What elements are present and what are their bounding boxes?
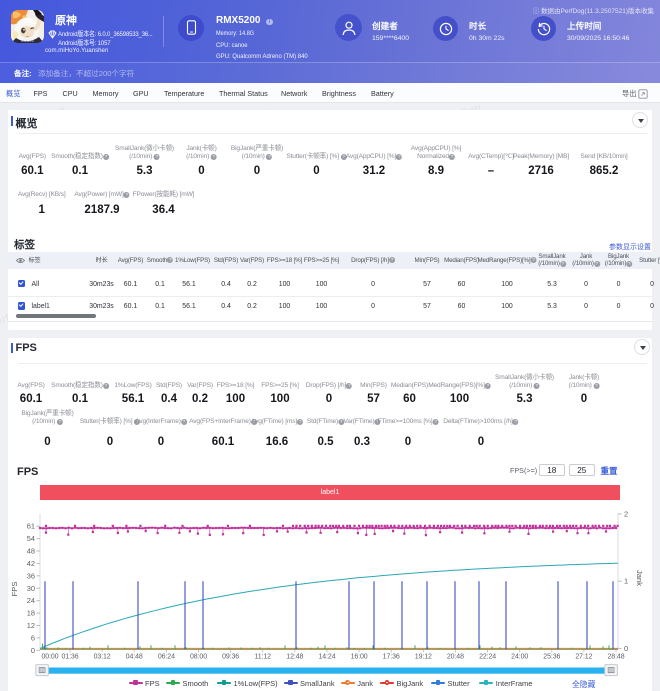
- svg-text:16:00: 16:00: [351, 654, 368, 661]
- svg-text:17:36: 17:36: [383, 654, 400, 661]
- svg-text:54: 54: [27, 534, 35, 543]
- svg-text:01:36: 01:36: [61, 654, 78, 661]
- svg-text:24: 24: [27, 596, 35, 605]
- svg-text:22:24: 22:24: [479, 654, 496, 661]
- svg-text:00:00: 00:00: [42, 654, 59, 661]
- svg-text:11:12: 11:12: [254, 654, 271, 661]
- svg-text:12: 12: [27, 621, 35, 630]
- svg-text:30: 30: [27, 584, 35, 593]
- svg-text:28:48: 28:48: [607, 654, 624, 661]
- svg-text:48: 48: [27, 547, 35, 556]
- svg-text:1: 1: [624, 577, 628, 586]
- svg-text:12:48: 12:48: [286, 654, 303, 661]
- svg-text:27:12: 27:12: [575, 654, 592, 661]
- svg-text:19:12: 19:12: [415, 654, 432, 661]
- svg-text:06:24: 06:24: [158, 654, 175, 661]
- svg-text:FPS: FPS: [10, 582, 19, 597]
- svg-text:25:36: 25:36: [543, 654, 560, 661]
- svg-text:36: 36: [27, 571, 35, 580]
- svg-text:61: 61: [27, 522, 35, 531]
- svg-text:42: 42: [27, 559, 35, 568]
- svg-text:0: 0: [31, 646, 35, 655]
- svg-text:24:00: 24:00: [511, 654, 528, 661]
- svg-text:04:48: 04:48: [126, 654, 143, 661]
- svg-text:03:12: 03:12: [94, 654, 111, 661]
- svg-text:6: 6: [31, 633, 35, 642]
- svg-text:Jank: Jank: [635, 570, 644, 586]
- svg-text:14:24: 14:24: [318, 654, 335, 661]
- svg-text:miHoYo: miHoYo: [21, 39, 33, 43]
- svg-text:18: 18: [27, 609, 35, 618]
- svg-text:08:00: 08:00: [190, 654, 207, 661]
- svg-text:20:48: 20:48: [447, 654, 464, 661]
- svg-text:0: 0: [624, 644, 628, 653]
- svg-text:2: 2: [624, 509, 628, 518]
- svg-text:09:36: 09:36: [222, 654, 239, 661]
